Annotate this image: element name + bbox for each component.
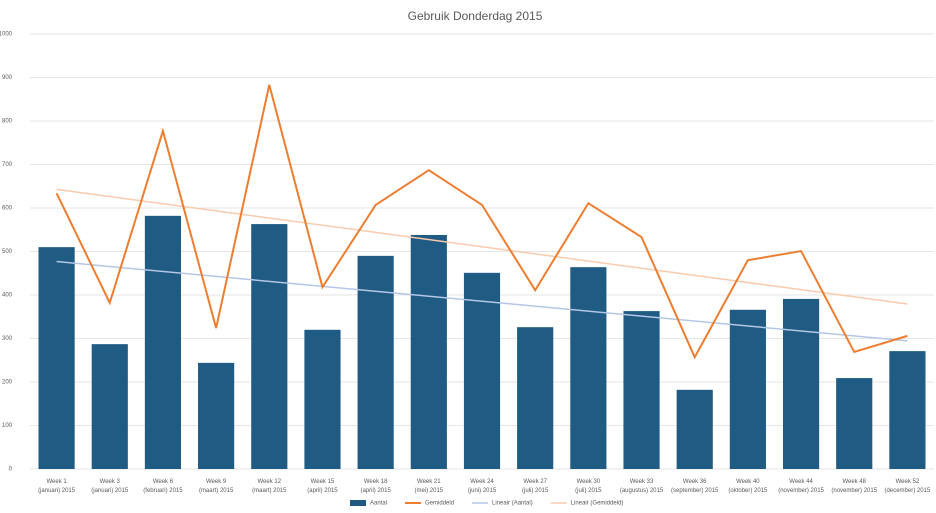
bar	[357, 255, 394, 469]
bar	[889, 351, 926, 469]
bar	[410, 234, 447, 469]
bar	[623, 311, 660, 469]
x-tick-label: Week 33 (augustus) 2015	[620, 479, 664, 494]
trend-line	[56, 188, 908, 305]
y-tick-label: 200	[2, 380, 13, 386]
y-tick-label: 500	[2, 249, 13, 255]
x-tick-label: Week 6 (februari) 2015	[143, 479, 183, 494]
x-tick-label: Week 18 (april) 2015	[360, 479, 391, 494]
bar	[836, 378, 873, 469]
bar	[463, 272, 501, 469]
x-tick-label: Week 1 (januari) 2015	[38, 479, 76, 494]
x-tick-label: Week 15 (april) 2015	[307, 479, 338, 494]
y-tick-label: 1000	[0, 32, 13, 38]
bar	[517, 327, 554, 469]
bar	[570, 267, 607, 469]
bar	[676, 389, 713, 469]
bar	[198, 362, 235, 469]
legend-label: Lineair (Gemiddeld)	[571, 501, 624, 507]
bar	[38, 247, 75, 469]
x-tick-label: Week 52 (december) 2015	[885, 479, 931, 494]
y-tick-label: 0	[9, 467, 13, 473]
x-tick-label: Week 12 (maart) 2015	[252, 479, 287, 494]
x-tick-label: Week 36 (september) 2015	[671, 479, 719, 494]
y-tick-label: 800	[2, 119, 13, 125]
y-tick-label: 900	[2, 75, 13, 81]
y-tick-label: 400	[2, 293, 13, 299]
legend-label: Aantal	[370, 501, 387, 507]
y-tick-label: 700	[2, 162, 13, 168]
x-tick-label: Week 24 (juni) 2015	[468, 479, 497, 494]
x-tick-label: Week 30 (juli) 2015	[575, 479, 602, 494]
legend-label: Gemiddeld	[425, 501, 454, 507]
bar	[144, 215, 182, 469]
bar	[729, 309, 766, 469]
line	[55, 84, 908, 360]
x-tick-label: Week 27 (juli) 2015	[522, 479, 549, 494]
bar	[782, 298, 820, 469]
trend-line	[56, 260, 908, 342]
bar	[304, 329, 341, 469]
y-tick-label: 300	[2, 336, 13, 342]
x-tick-label: Week 40 (oktober) 2015	[728, 479, 768, 494]
bar	[251, 224, 288, 469]
legend-label: Lineair (Aantal)	[492, 501, 533, 507]
y-tick-label: 100	[2, 423, 13, 429]
x-tick-label: Week 3 (januari) 2015	[91, 479, 129, 494]
x-tick-label: Week 48 (november) 2015	[831, 479, 877, 494]
x-tick-label: Week 44 (november) 2015	[778, 479, 824, 494]
y-tick-label: 600	[2, 206, 13, 212]
x-tick-label: Week 9 (maart) 2015	[199, 479, 234, 494]
bar	[91, 344, 128, 469]
legend-swatch	[350, 500, 366, 506]
x-tick-label: Week 21 (mei) 2015	[414, 479, 443, 494]
chart-title: Gebruik Donderdag 2015	[408, 9, 543, 23]
